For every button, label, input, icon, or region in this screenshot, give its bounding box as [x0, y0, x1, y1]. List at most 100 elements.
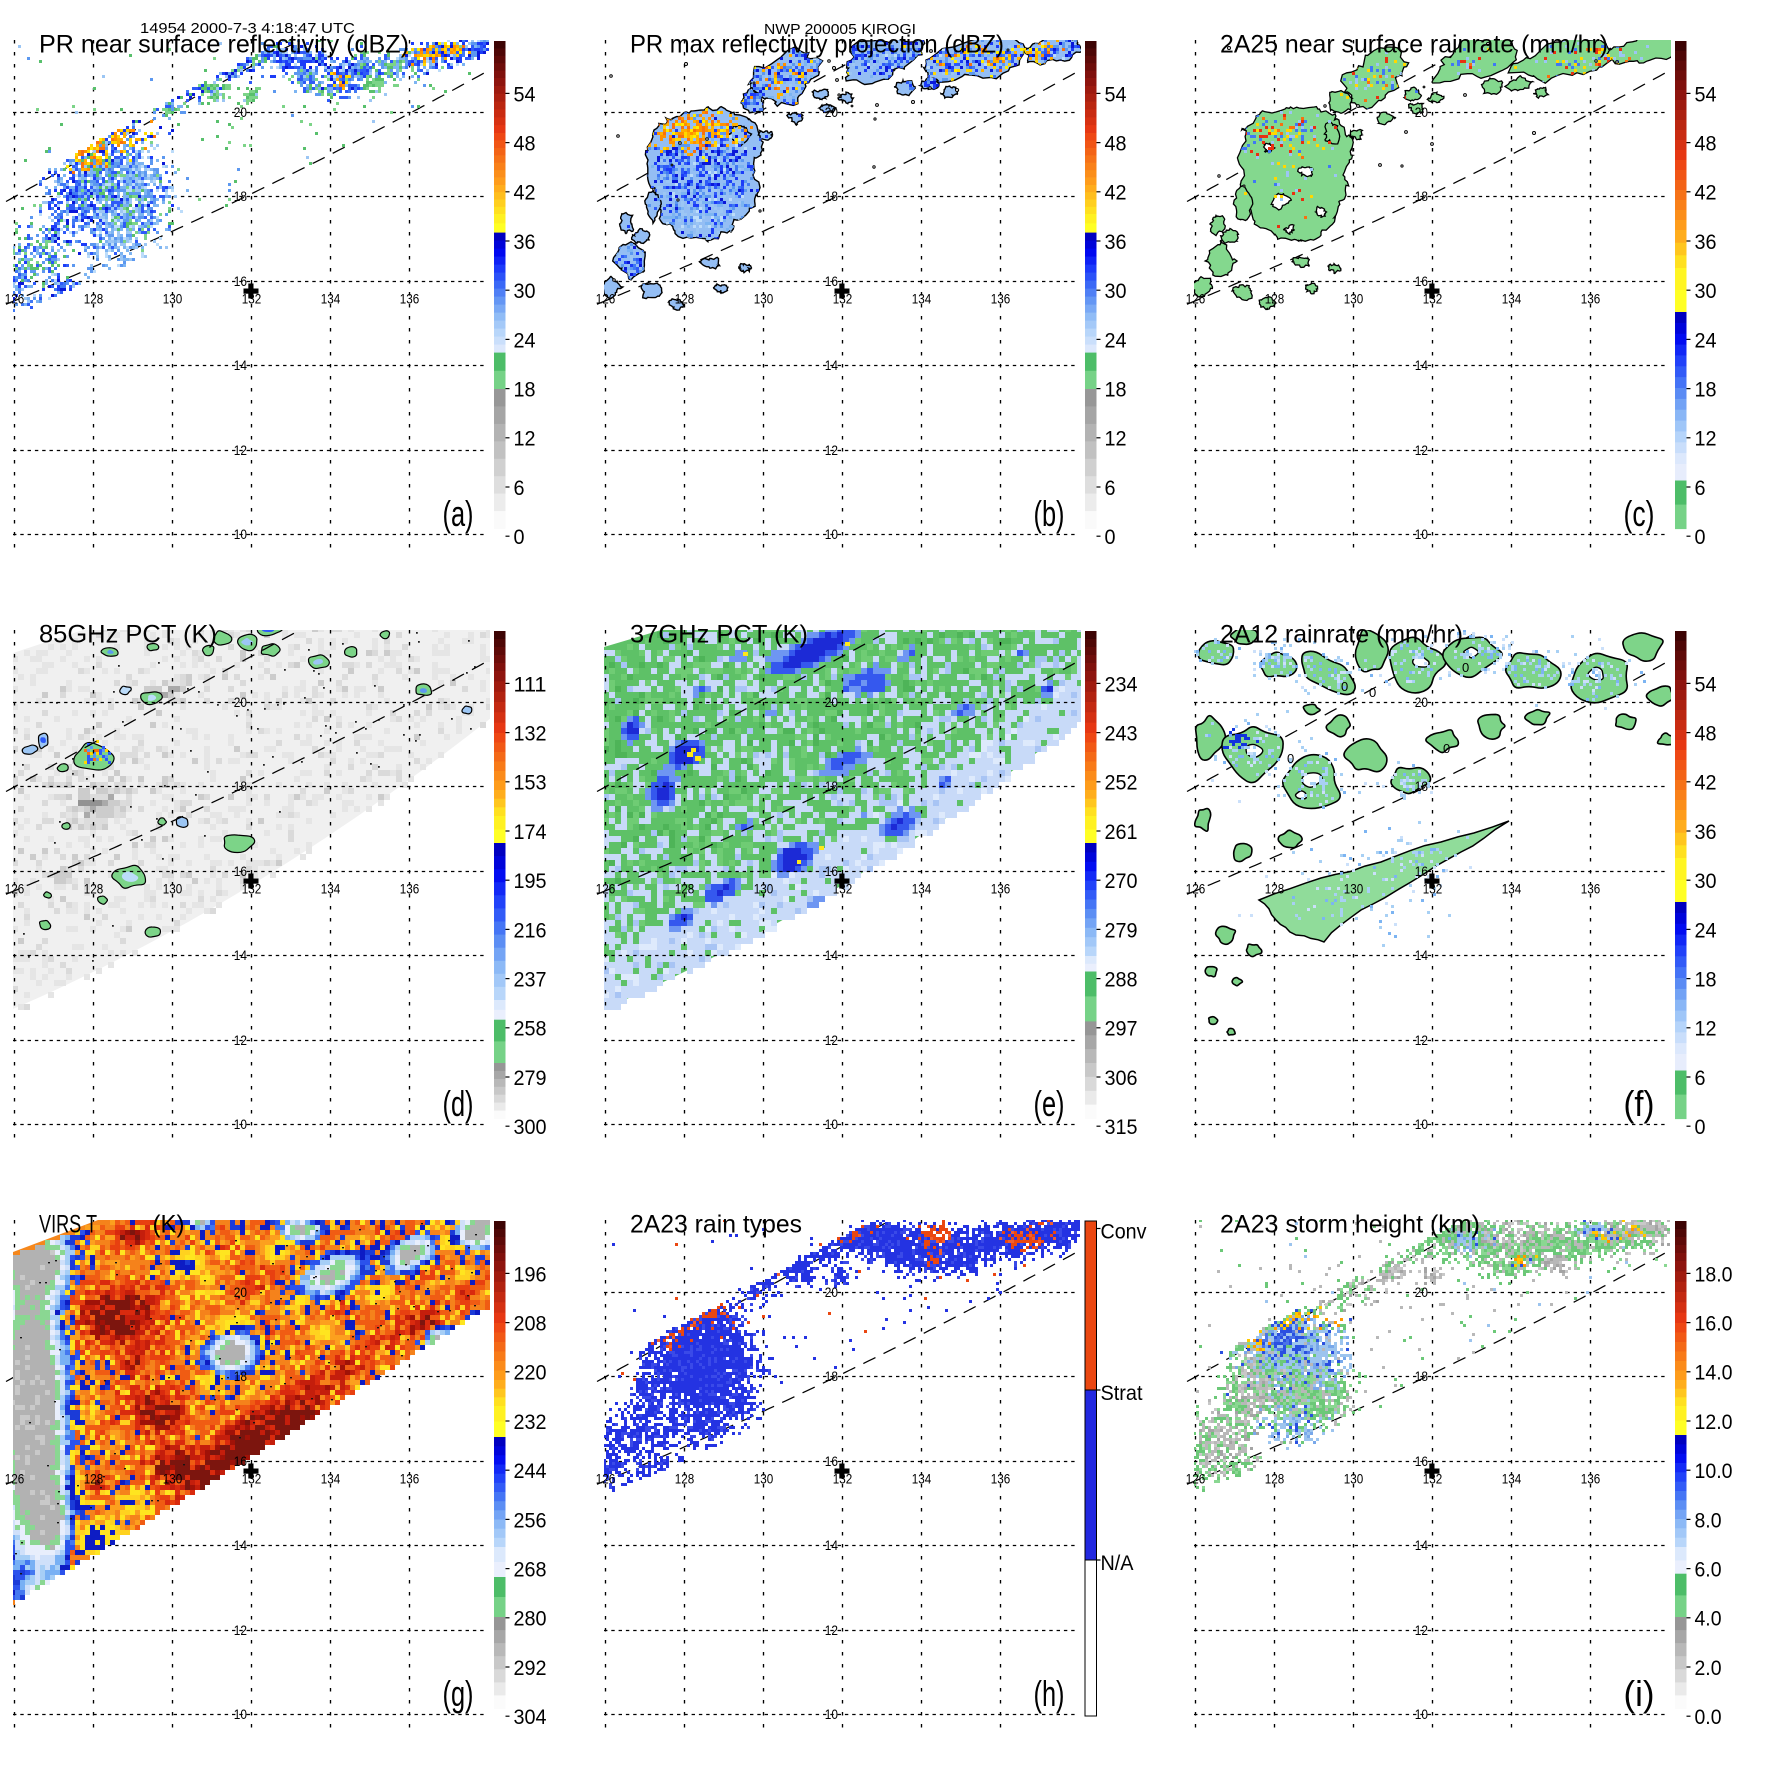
svg-text:130: 130: [1344, 292, 1364, 307]
svg-text:134: 134: [321, 882, 341, 897]
svg-text:16: 16: [234, 274, 247, 289]
svg-text:14: 14: [825, 948, 839, 963]
svg-text:10: 10: [825, 1707, 839, 1722]
svg-text:111: 111: [514, 671, 547, 696]
svg-text:132: 132: [1423, 882, 1443, 897]
svg-text:12: 12: [825, 443, 838, 458]
svg-text:36: 36: [1695, 819, 1717, 844]
svg-text:14954 2000-7-3 4:18:47 UTC: 14954 2000-7-3 4:18:47 UTC: [140, 20, 355, 37]
svg-text:130: 130: [1344, 1472, 1364, 1487]
svg-text:270: 270: [1105, 868, 1138, 893]
svg-text:18: 18: [825, 779, 838, 794]
svg-text:30: 30: [1105, 278, 1127, 303]
svg-text:14: 14: [1415, 358, 1429, 373]
svg-text:42: 42: [1695, 180, 1717, 205]
svg-text:315: 315: [1105, 1114, 1138, 1139]
svg-text:10: 10: [825, 527, 839, 542]
svg-text:134: 134: [321, 1472, 341, 1487]
svg-text:126: 126: [1186, 1472, 1206, 1487]
svg-text:0: 0: [1462, 660, 1469, 675]
svg-text:306: 306: [1105, 1065, 1138, 1090]
svg-text:18: 18: [1415, 779, 1428, 794]
svg-text:126: 126: [596, 882, 616, 897]
svg-text:PR max reflectivity projection: PR max reflectivity projection (dBZ): [630, 32, 1004, 59]
svg-text:0.0: 0.0: [1695, 1704, 1722, 1729]
svg-text:16: 16: [1415, 274, 1428, 289]
svg-text:36: 36: [1105, 229, 1127, 254]
svg-text:130: 130: [754, 882, 774, 897]
svg-text:10.0: 10.0: [1695, 1458, 1733, 1483]
svg-text:PR near surface reflectivity (: PR near surface reflectivity (dBZ): [39, 32, 409, 59]
svg-text:126: 126: [5, 292, 25, 307]
svg-text:136: 136: [991, 292, 1011, 307]
svg-text:18.0: 18.0: [1695, 1261, 1733, 1286]
svg-text:20: 20: [234, 1285, 248, 1300]
svg-text:195: 195: [514, 868, 547, 893]
svg-text:12: 12: [1105, 426, 1127, 451]
svg-text:20: 20: [825, 695, 839, 710]
svg-text:6: 6: [1695, 1065, 1706, 1090]
svg-text:134: 134: [912, 292, 932, 307]
svg-text:18: 18: [1415, 1369, 1428, 1384]
svg-text:10: 10: [234, 1707, 248, 1722]
svg-text:128: 128: [84, 292, 104, 307]
svg-text:4.0: 4.0: [1695, 1606, 1722, 1631]
svg-text:30: 30: [514, 278, 536, 303]
svg-text:18: 18: [514, 377, 536, 402]
svg-text:130: 130: [754, 292, 774, 307]
svg-text:130: 130: [754, 1472, 774, 1487]
svg-text:(a): (a): [443, 493, 474, 534]
svg-text:279: 279: [1105, 917, 1138, 942]
svg-text:20: 20: [1415, 105, 1429, 120]
svg-text:24: 24: [514, 327, 536, 352]
svg-text:48: 48: [1695, 131, 1717, 156]
svg-text:54: 54: [1695, 671, 1717, 696]
svg-text:6: 6: [1695, 475, 1706, 500]
svg-text:136: 136: [400, 882, 420, 897]
svg-text:288: 288: [1105, 967, 1138, 992]
svg-text:16: 16: [234, 1454, 247, 1469]
svg-text:24: 24: [1695, 327, 1717, 352]
svg-text:14: 14: [234, 948, 248, 963]
svg-text:54: 54: [514, 81, 536, 106]
svg-text:0: 0: [1369, 685, 1376, 700]
svg-text:0: 0: [1341, 679, 1348, 694]
svg-text:292: 292: [514, 1655, 547, 1680]
svg-text:12: 12: [1415, 1033, 1428, 1048]
svg-text:237: 237: [514, 967, 547, 992]
svg-text:(b): (b): [1034, 493, 1065, 534]
svg-text:12: 12: [234, 1623, 247, 1638]
svg-text:220: 220: [514, 1360, 547, 1385]
svg-text:14: 14: [825, 1538, 839, 1553]
svg-text:258: 258: [514, 1016, 547, 1041]
svg-text:14: 14: [1415, 1538, 1429, 1553]
svg-text:14: 14: [234, 358, 248, 373]
svg-text:6: 6: [514, 475, 525, 500]
svg-text:132: 132: [833, 882, 853, 897]
svg-text:126: 126: [596, 1472, 616, 1487]
svg-text:136: 136: [1581, 1472, 1601, 1487]
svg-text:48: 48: [1105, 131, 1127, 156]
svg-text:N/A: N/A: [1101, 1550, 1134, 1575]
svg-text:12: 12: [514, 426, 536, 451]
svg-text:234: 234: [1105, 671, 1138, 696]
svg-text:126: 126: [5, 882, 25, 897]
svg-text:42: 42: [514, 180, 536, 205]
svg-text:20: 20: [825, 105, 839, 120]
svg-text:0: 0: [1695, 1114, 1706, 1139]
svg-text:134: 134: [912, 1472, 932, 1487]
svg-text:85GHz PCT (K): 85GHz PCT (K): [39, 622, 217, 649]
svg-text:18: 18: [825, 189, 838, 204]
svg-text:(f): (f): [1624, 1083, 1655, 1124]
svg-text:12: 12: [234, 443, 247, 458]
svg-text:134: 134: [1502, 1472, 1522, 1487]
svg-text:0: 0: [1287, 751, 1294, 766]
svg-text:18: 18: [1415, 189, 1428, 204]
svg-text:37GHz PCT (K): 37GHz PCT (K): [630, 622, 808, 649]
svg-text:18: 18: [825, 1369, 838, 1384]
svg-text:261: 261: [1105, 819, 1138, 844]
svg-text:18: 18: [234, 1369, 247, 1384]
svg-text:(c): (c): [1624, 493, 1655, 534]
svg-text:(K): (K): [153, 1212, 185, 1239]
svg-text:128: 128: [84, 1472, 104, 1487]
